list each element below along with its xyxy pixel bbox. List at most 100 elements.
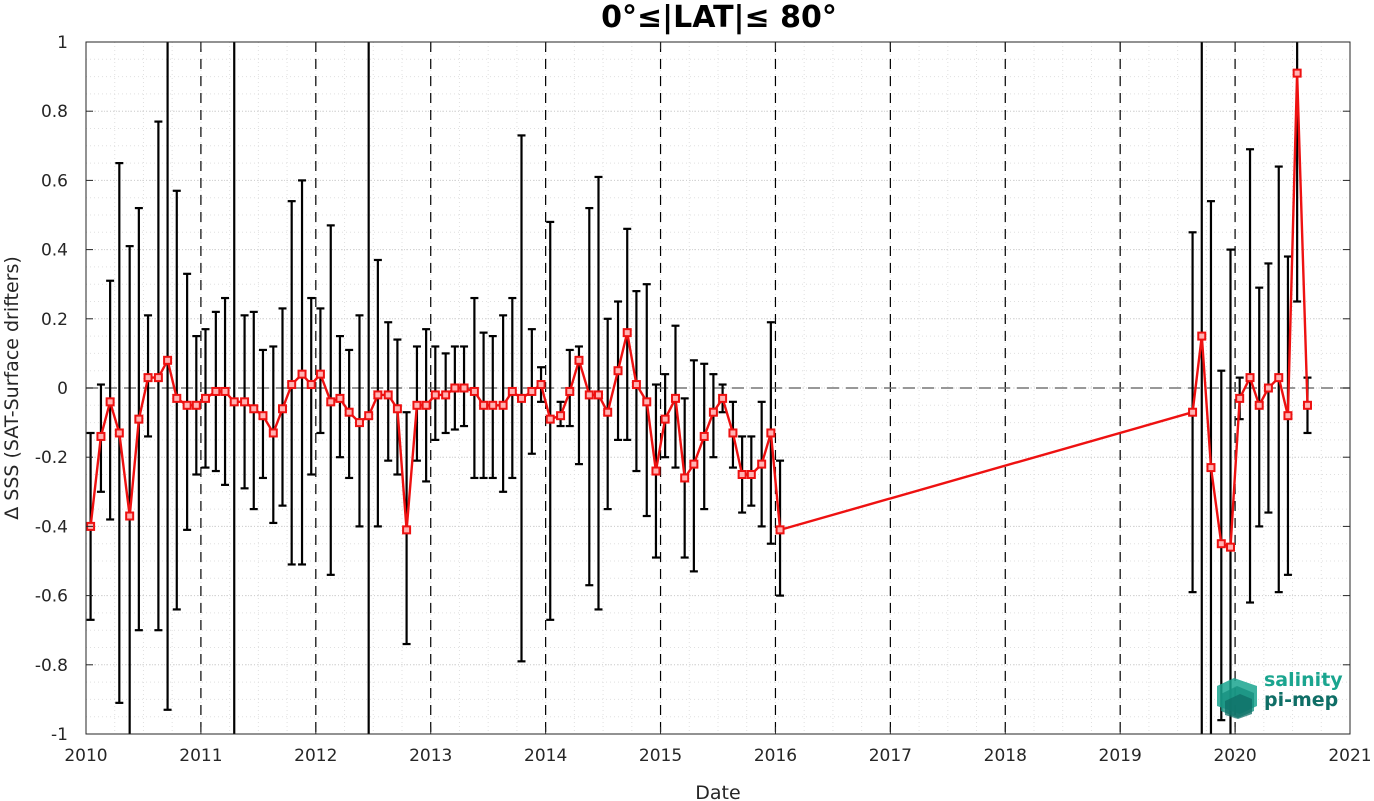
x-tick-label: 2012 (294, 746, 337, 766)
x-tick-label: 2015 (639, 746, 682, 766)
chart-title: 0°≤|LAT|≤ 80° (601, 0, 837, 35)
data-point (1263, 383, 1273, 393)
data-point (1274, 373, 1284, 383)
data-point (527, 386, 537, 396)
data-point (1292, 68, 1302, 78)
data-point (105, 397, 115, 407)
data-point (1283, 411, 1293, 421)
data-point (603, 407, 613, 417)
data-point (392, 404, 402, 414)
data-point (277, 404, 287, 414)
data-point (1302, 400, 1312, 410)
data-point (708, 407, 718, 417)
data-point (191, 400, 201, 410)
data-point (1197, 331, 1207, 341)
data-point (670, 393, 680, 403)
data-point (143, 373, 153, 383)
data-point (1245, 373, 1255, 383)
data-point (315, 369, 325, 379)
data-point (297, 369, 307, 379)
data-point (622, 328, 632, 338)
data-point (114, 428, 124, 438)
data-point (450, 383, 460, 393)
data-point (182, 400, 192, 410)
data-point (718, 393, 728, 403)
data-point (163, 355, 173, 365)
data-point (699, 431, 709, 441)
data-point (441, 390, 451, 400)
data-point (728, 428, 738, 438)
x-tick-label: 2011 (179, 746, 222, 766)
data-point (642, 397, 652, 407)
data-point (287, 380, 297, 390)
data-point (651, 466, 661, 476)
data-point (306, 380, 316, 390)
y-tick-label: 0.8 (41, 102, 68, 122)
data-point (153, 373, 163, 383)
y-tick-label: -0.2 (35, 448, 68, 468)
y-tick-label: -0.8 (35, 656, 68, 676)
salinity-pi-mep-logo: salinity pi-mep (1217, 669, 1343, 719)
data-point (766, 428, 776, 438)
y-tick-label: -1 (51, 725, 68, 745)
data-point (459, 383, 469, 393)
data-point (689, 459, 699, 469)
x-tick-label: 2016 (754, 746, 797, 766)
data-point (326, 397, 336, 407)
logo-cube-icon (1217, 678, 1257, 719)
data-point (775, 525, 785, 535)
data-point (412, 400, 422, 410)
data-point (593, 390, 603, 400)
x-tick-label: 2021 (1328, 746, 1371, 766)
x-tick-label: 2014 (524, 746, 567, 766)
data-point (757, 459, 767, 469)
data-point (469, 386, 479, 396)
data-point (584, 390, 594, 400)
data-point (1216, 539, 1226, 549)
data-point (335, 393, 345, 403)
data-point (421, 400, 431, 410)
x-axis-label: Date (695, 782, 740, 801)
data-point (737, 470, 747, 479)
logo-text-salinity: salinity (1264, 669, 1343, 691)
logo-text-pi-mep: pi-mep (1264, 689, 1338, 711)
y-tick-label: 1 (57, 33, 68, 53)
data-point (402, 525, 412, 535)
data-point (229, 397, 239, 407)
data-point (613, 366, 623, 376)
data-point (220, 386, 230, 396)
data-point (96, 431, 106, 441)
data-point (565, 386, 575, 396)
data-point (1206, 463, 1216, 473)
data-point (172, 393, 182, 403)
data-point (517, 393, 527, 403)
x-tick-label: 2019 (1099, 746, 1142, 766)
y-tick-label: 0 (57, 379, 68, 399)
reference-lines (86, 42, 1350, 734)
data-point (556, 411, 566, 421)
x-tick-label: 2017 (869, 746, 912, 766)
data-point (125, 511, 135, 521)
data-point (364, 411, 374, 421)
x-tick-label: 2018 (984, 746, 1027, 766)
x-tick-label: 2013 (409, 746, 452, 766)
data-point (660, 414, 670, 424)
data-point (1235, 393, 1245, 403)
y-tick-label: 0.6 (41, 171, 68, 191)
y-tick-label: -0.4 (35, 517, 68, 537)
data-point (536, 380, 546, 390)
data-point (1188, 407, 1198, 417)
data-series (86, 68, 1312, 552)
data-point (574, 355, 584, 365)
data-point (373, 390, 383, 400)
data-point (430, 390, 440, 400)
data-point (354, 418, 364, 428)
data-point (240, 397, 250, 407)
data-point (249, 404, 259, 414)
data-point (344, 407, 354, 417)
data-point (631, 380, 641, 390)
data-point (545, 414, 555, 424)
data-point (258, 411, 268, 421)
